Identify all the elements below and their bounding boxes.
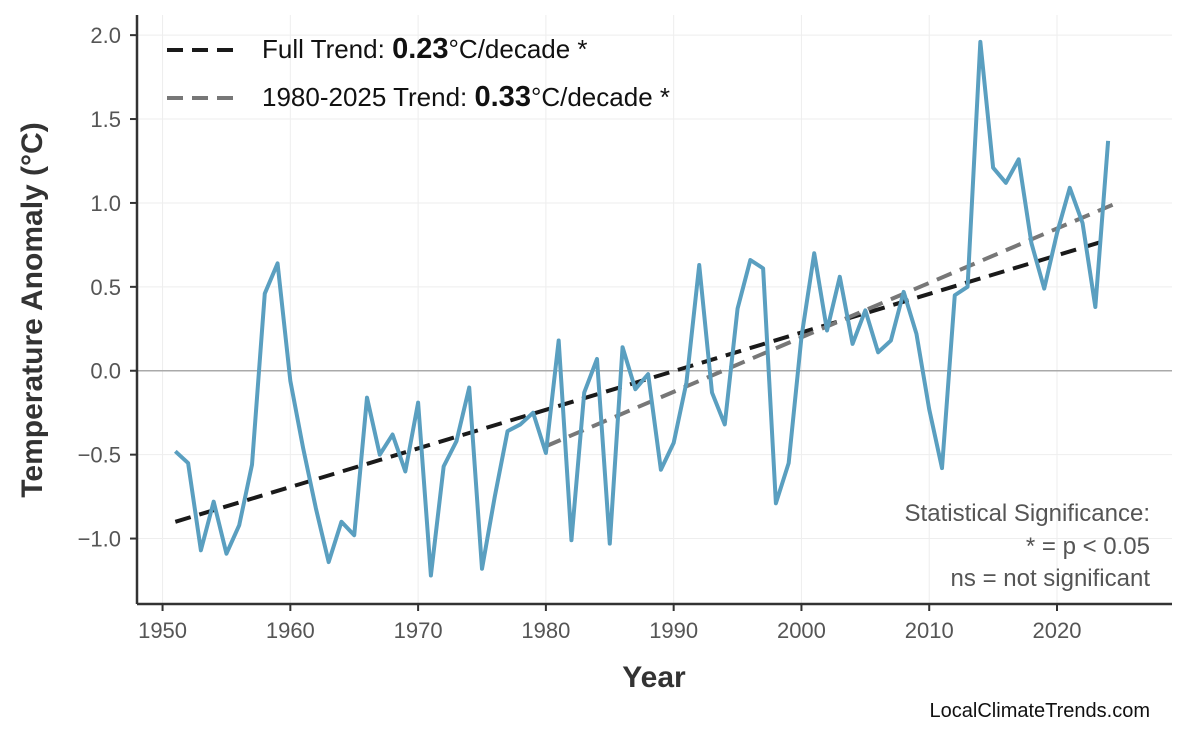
y-tick-label: 1.5 <box>90 107 121 132</box>
x-axis-label: Year <box>622 661 686 694</box>
y-tick-label: 0.5 <box>90 275 121 300</box>
x-tick-label: 2020 <box>1033 618 1082 643</box>
significance-title: Statistical Significance: <box>905 500 1150 527</box>
y-axis-label: Temperature Anomaly (°C) <box>16 122 49 497</box>
axes <box>135 15 1172 606</box>
y-tick-label: 0.0 <box>90 359 121 384</box>
y-tick-label: −0.5 <box>78 443 121 468</box>
significance-line-1: * = p < 0.05 <box>1026 533 1150 560</box>
y-ticks: −1.0 −0.5 0.0 0.5 1.0 1.5 2.0 <box>78 23 137 552</box>
y-tick-label: 1.0 <box>90 191 121 216</box>
series-line <box>173 39 1111 578</box>
x-tick-label: 1960 <box>266 618 315 643</box>
x-tick-label: 2000 <box>777 618 826 643</box>
y-tick-label: 2.0 <box>90 23 121 48</box>
x-tick-label: 2010 <box>905 618 954 643</box>
credit: LocalClimateTrends.com <box>930 700 1150 722</box>
x-tick-label: 1980 <box>521 618 570 643</box>
x-tick-label: 1970 <box>394 618 443 643</box>
y-tick-label: −1.0 <box>78 527 121 552</box>
trend-line-2 <box>545 199 1122 449</box>
x-ticks: 1950 1960 1970 1980 1990 2000 2010 2020 <box>138 604 1081 643</box>
legend: Full Trend: 0.23°C/decade * 1980-2025 Tre… <box>167 33 670 113</box>
trend-lines <box>174 199 1122 524</box>
x-tick-label: 1990 <box>649 618 698 643</box>
significance-line-2: ns = not significant <box>951 565 1151 592</box>
legend-label-1: Full Trend: 0.23°C/decade * <box>262 33 588 65</box>
x-tick-label: 1950 <box>138 618 187 643</box>
legend-label-2: 1980-2025 Trend: 0.33°C/decade * <box>262 81 670 113</box>
